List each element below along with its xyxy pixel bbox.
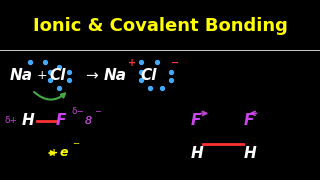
Text: δ+: δ+	[5, 116, 18, 125]
Text: +: +	[128, 58, 136, 68]
Text: F: F	[243, 113, 253, 128]
Text: →: →	[85, 68, 98, 83]
Text: Na: Na	[10, 68, 33, 83]
Text: −: −	[72, 140, 79, 148]
Text: Ionic & Covalent Bonding: Ionic & Covalent Bonding	[33, 17, 287, 35]
Text: H: H	[22, 113, 35, 128]
Text: 8: 8	[85, 116, 92, 126]
Text: δ−: δ−	[72, 107, 85, 116]
Text: H: H	[243, 145, 256, 161]
Text: e: e	[59, 147, 68, 159]
Text: H: H	[190, 145, 203, 161]
Text: F: F	[190, 113, 201, 128]
Text: Na: Na	[104, 68, 127, 83]
Text: +: +	[50, 148, 58, 158]
Text: +: +	[37, 69, 47, 82]
Text: Cl: Cl	[50, 68, 66, 83]
Text: −: −	[171, 58, 179, 68]
Text: −: −	[94, 107, 101, 116]
Text: Cl: Cl	[141, 68, 157, 83]
FancyArrowPatch shape	[34, 92, 65, 100]
Text: F: F	[56, 113, 66, 128]
Text: 8: 8	[85, 116, 92, 126]
